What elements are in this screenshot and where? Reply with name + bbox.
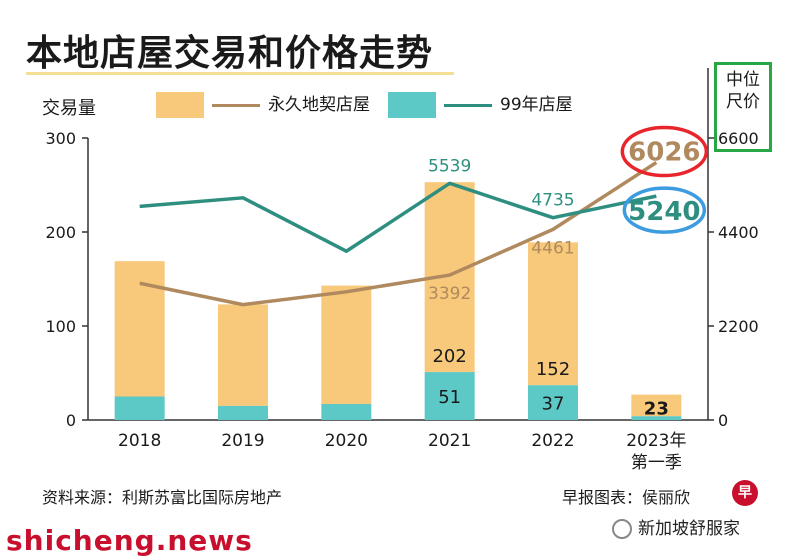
legend-label-freehold: 永久地契店屋	[268, 95, 370, 115]
legend-swatch-lease99-line	[444, 103, 492, 107]
legend-swatch-lease99-bar	[388, 92, 436, 118]
line-value-label: 3392	[428, 284, 471, 304]
bar-freehold	[218, 304, 268, 406]
watermark-account: 新加坡舒服家	[612, 514, 740, 539]
legend-item-freehold: 永久地契店屋	[156, 90, 370, 118]
x-tick-label: 2022	[531, 431, 574, 451]
watermark-account-label: 新加坡舒服家	[638, 519, 740, 539]
bar-freehold	[631, 394, 682, 417]
source-note: 资料来源：利斯苏富比国际房地产	[42, 488, 283, 507]
bar-freehold	[114, 261, 165, 397]
x-tick-label: 2023年	[626, 431, 686, 451]
bar-value-label: 23	[644, 399, 669, 420]
bar-freehold	[528, 242, 578, 386]
highlight-circle-blue	[622, 186, 707, 234]
watermark-site: shicheng.news	[6, 524, 253, 557]
bar-freehold	[321, 285, 372, 405]
zaobao-logo: 早	[732, 480, 758, 506]
right-tick-label: 6600	[718, 129, 759, 148]
bar-value-label: 37	[542, 394, 565, 415]
line-value-label: 4735	[531, 191, 574, 211]
left-tick-label: 100	[45, 317, 76, 336]
bar-lease99	[424, 372, 475, 420]
line-value-label: 4461	[531, 238, 574, 258]
bar-value-label: 202	[432, 346, 466, 367]
left-tick-label: 200	[45, 223, 76, 242]
wechat-icon	[612, 519, 632, 539]
bar-lease99	[528, 385, 578, 420]
bar-lease99	[321, 404, 372, 420]
left-tick-label: 300	[45, 129, 76, 148]
highlight-circle-red	[620, 125, 709, 178]
line-lease99	[139, 181, 657, 253]
bar-value-label: 152	[536, 359, 570, 380]
legend-item-lease99: 99年店屋	[388, 90, 573, 118]
right-axis-label-line1: 中位	[726, 70, 760, 90]
title-underline	[26, 72, 454, 75]
bar-lease99	[218, 405, 268, 420]
x-tick-label: 2019	[221, 431, 264, 451]
legend-swatch-freehold-line	[212, 103, 260, 107]
right-tick-label: 0	[718, 411, 728, 430]
chart-credit: 早报图表：侯丽欣	[562, 488, 691, 507]
line-value-label-highlight: 6026	[628, 138, 700, 168]
bar-lease99	[114, 396, 165, 420]
right-axis-label-line2: 尺价	[726, 92, 760, 112]
x-tick-label: 2018	[118, 431, 161, 451]
legend-swatch-freehold-bar	[156, 92, 204, 118]
x-tick-label: 第一季	[631, 453, 682, 473]
bar-lease99	[631, 416, 682, 420]
chart-title: 本地店屋交易和价格走势	[26, 33, 434, 74]
right-tick-label: 2200	[718, 317, 759, 336]
left-tick-label: 0	[66, 411, 76, 430]
x-tick-label: 2020	[325, 431, 368, 451]
left-axis-label: 交易量	[42, 98, 96, 119]
bar-value-label: 51	[438, 387, 461, 408]
line-value-label-highlight: 5240	[628, 197, 700, 227]
line-freehold	[139, 161, 658, 307]
x-tick-label: 2021	[428, 431, 471, 451]
line-value-label: 5539	[428, 156, 471, 176]
legend-label-lease99: 99年店屋	[500, 95, 573, 115]
right-tick-label: 4400	[718, 223, 759, 242]
right-axis-label: 中位 尺价	[714, 62, 772, 152]
